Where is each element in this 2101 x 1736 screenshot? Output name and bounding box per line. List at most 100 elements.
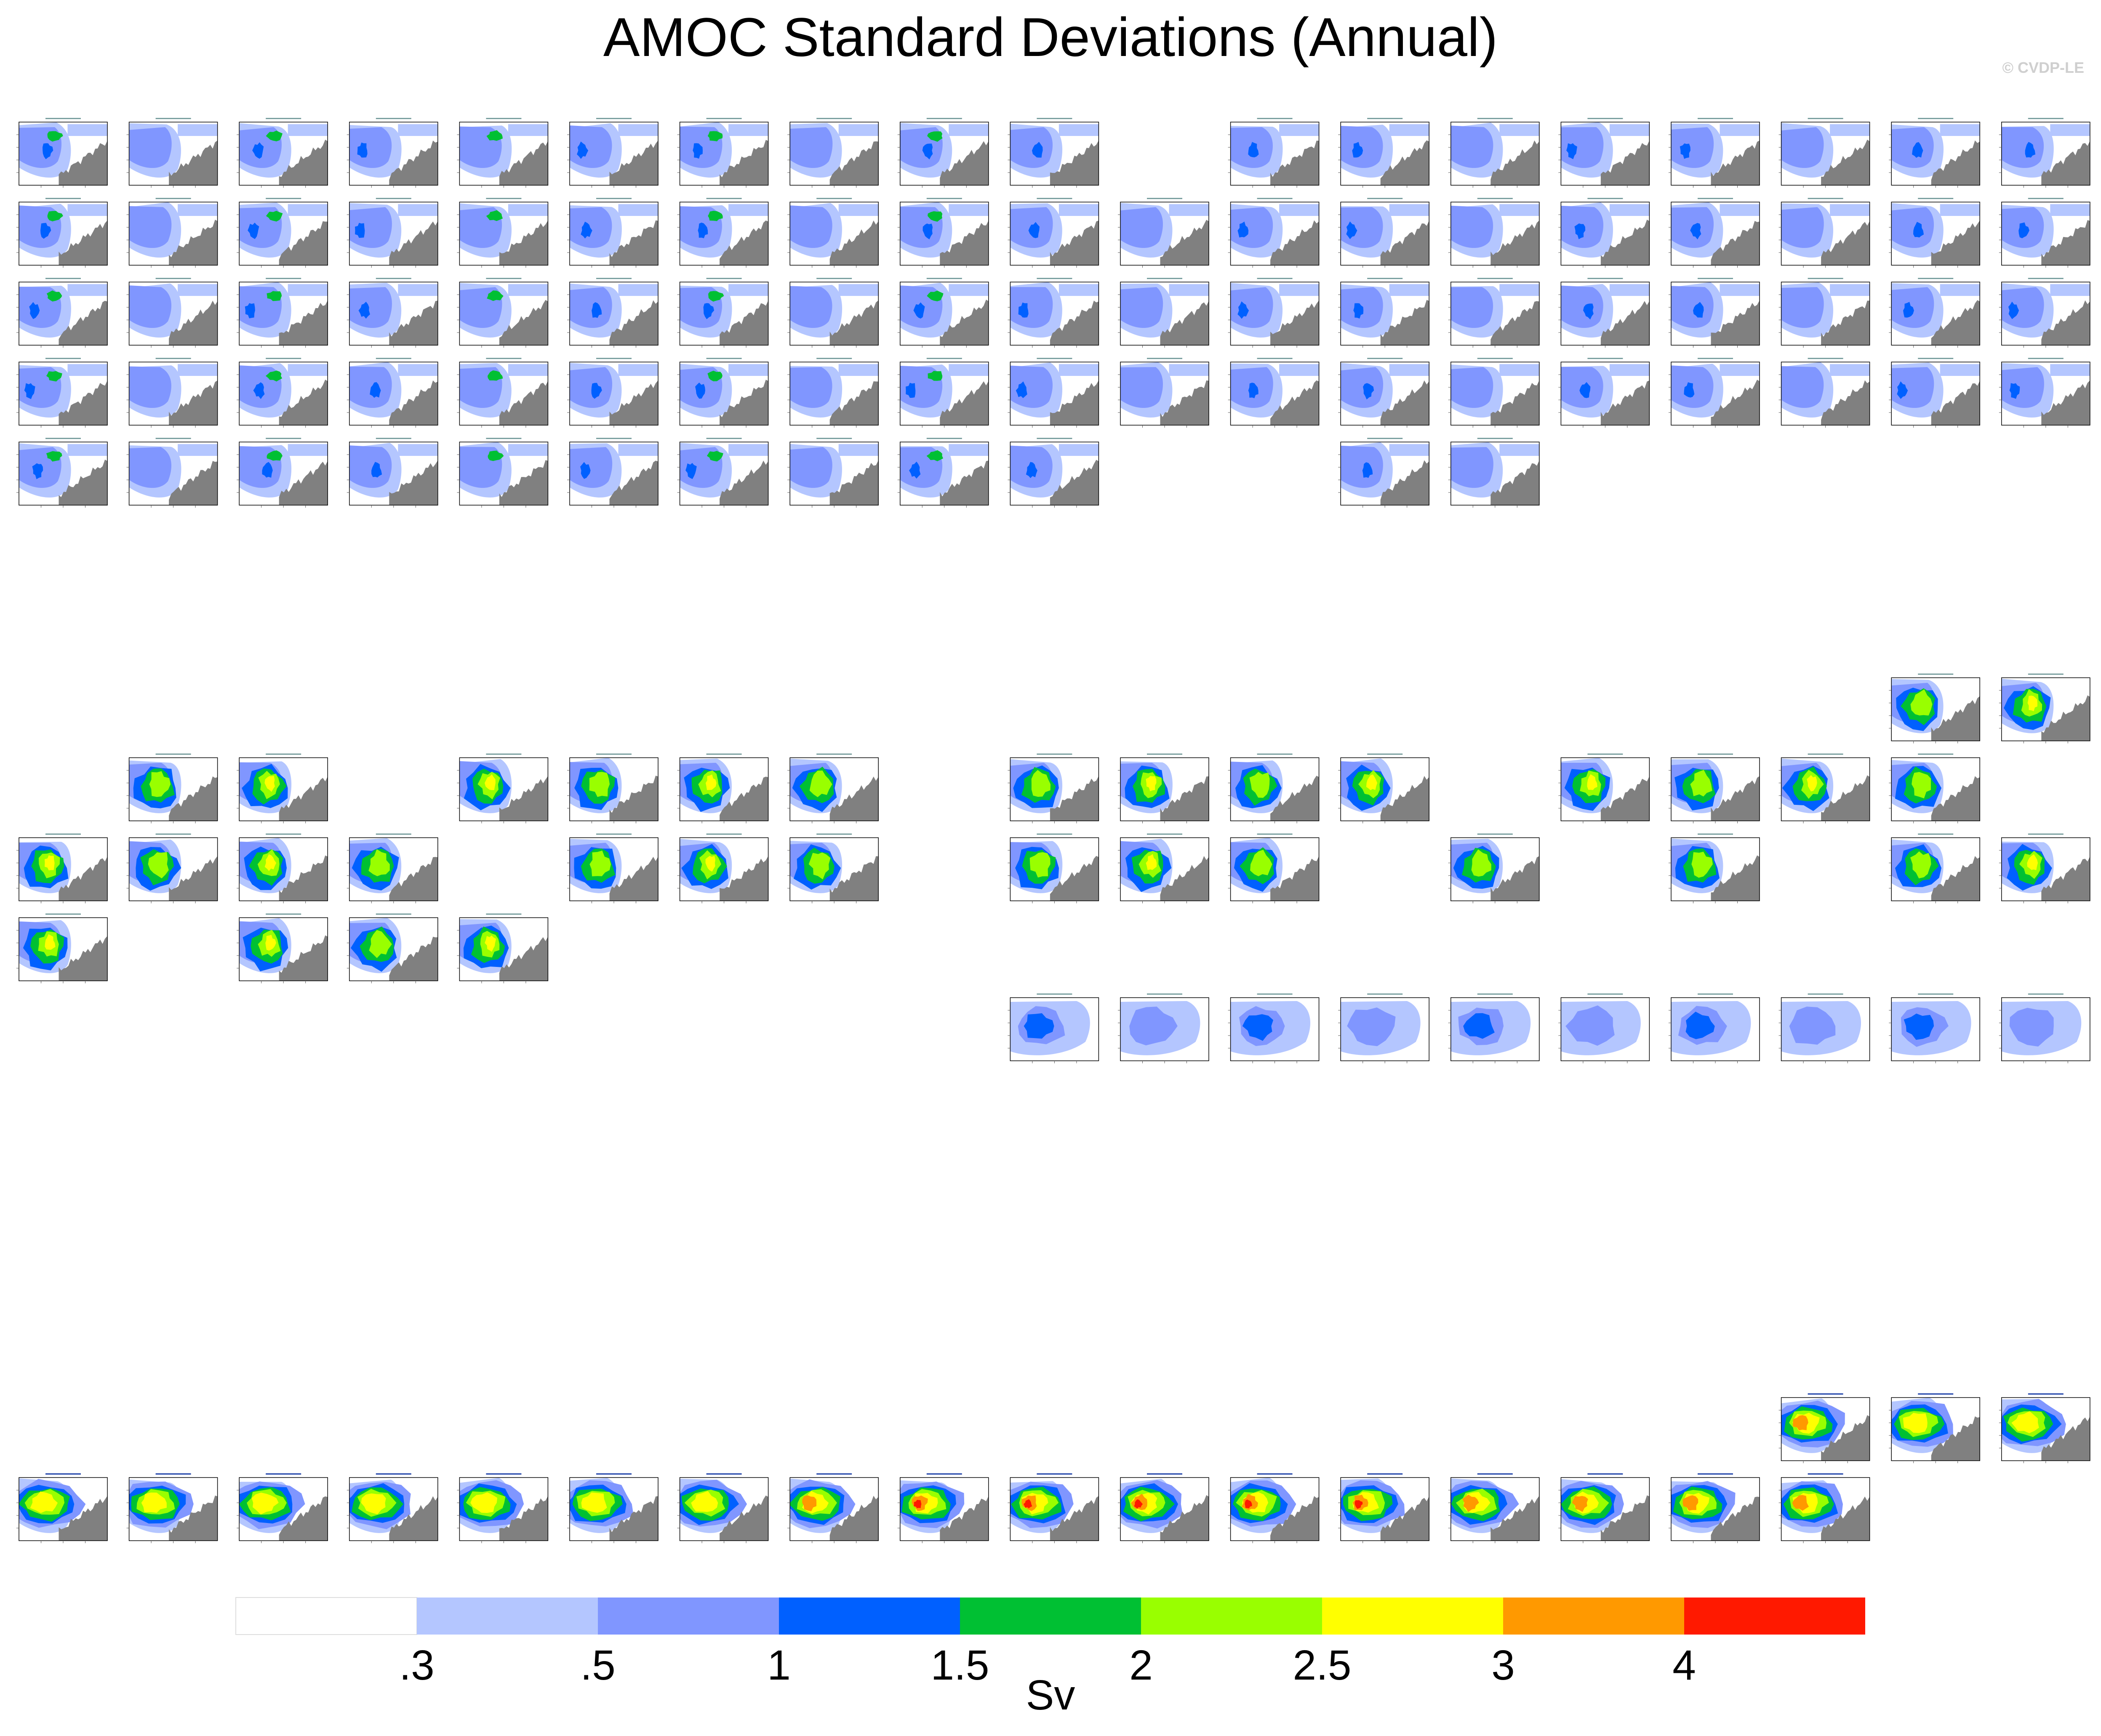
amoc-panel xyxy=(567,754,659,823)
amoc-panel xyxy=(1669,278,1760,348)
amoc-panel xyxy=(1008,278,1099,348)
amoc-panel xyxy=(237,754,328,823)
amoc-panel xyxy=(1558,278,1650,348)
amoc-panel xyxy=(1008,118,1099,188)
amoc-panel xyxy=(1228,993,1320,1063)
amoc-panel xyxy=(787,198,879,268)
amoc-panel xyxy=(1008,833,1099,903)
amoc-panel xyxy=(1889,358,1980,428)
amoc-panel xyxy=(1008,198,1099,268)
amoc-panel xyxy=(1118,833,1209,903)
amoc-panel xyxy=(1448,198,1540,268)
amoc-panel xyxy=(1448,1473,1540,1543)
colorbar-swatch xyxy=(1322,1598,1503,1635)
amoc-panel xyxy=(457,1473,549,1543)
colorbar-swatch xyxy=(1684,1598,1865,1635)
amoc-panel xyxy=(897,118,989,188)
watermark: © CVDP-LE xyxy=(2002,59,2084,76)
amoc-panel xyxy=(1889,198,1980,268)
amoc-panel xyxy=(1448,278,1540,348)
amoc-panel xyxy=(126,754,218,823)
amoc-panel xyxy=(1338,754,1429,823)
amoc-panel xyxy=(457,358,549,428)
amoc-panel xyxy=(457,438,549,508)
amoc-panel xyxy=(126,358,218,428)
amoc-panel xyxy=(1338,118,1429,188)
amoc-panel xyxy=(126,118,218,188)
amoc-panel xyxy=(1669,833,1760,903)
amoc-panel xyxy=(1778,358,1870,428)
colorbar-unit-label: Sv xyxy=(1026,1672,1075,1719)
amoc-panel xyxy=(677,198,769,268)
amoc-panel xyxy=(1889,993,1980,1063)
amoc-panel xyxy=(457,118,549,188)
amoc-panel xyxy=(1558,118,1650,188)
amoc-panel xyxy=(1228,358,1320,428)
amoc-panel xyxy=(1889,754,1980,823)
amoc-panel xyxy=(1118,754,1209,823)
amoc-panel xyxy=(677,833,769,903)
amoc-panel xyxy=(1338,278,1429,348)
amoc-panel xyxy=(1008,358,1099,428)
amoc-panel xyxy=(126,438,218,508)
amoc-panel xyxy=(1558,198,1650,268)
amoc-panel xyxy=(1669,358,1760,428)
amoc-panel xyxy=(567,198,659,268)
amoc-panel xyxy=(1999,198,2090,268)
amoc-panel xyxy=(1448,118,1540,188)
amoc-panel xyxy=(897,278,989,348)
amoc-panel xyxy=(787,358,879,428)
amoc-panel xyxy=(347,438,438,508)
amoc-panel xyxy=(1228,118,1320,188)
amoc-panel xyxy=(677,438,769,508)
amoc-panel xyxy=(237,358,328,428)
amoc-panel xyxy=(1338,1473,1429,1543)
amoc-panel xyxy=(677,754,769,823)
amoc-panel xyxy=(1889,1393,1980,1463)
amoc-panel xyxy=(677,278,769,348)
amoc-panel xyxy=(237,833,328,903)
amoc-panel xyxy=(787,833,879,903)
amoc-panel xyxy=(126,833,218,903)
amoc-panel xyxy=(237,278,328,348)
amoc-panel xyxy=(237,913,328,983)
amoc-panel xyxy=(1448,833,1540,903)
amoc-panel xyxy=(567,358,659,428)
colorbar-swatch xyxy=(1141,1598,1322,1635)
amoc-panel xyxy=(1118,198,1209,268)
colorbar-swatch xyxy=(779,1598,960,1635)
amoc-panel xyxy=(1999,993,2090,1063)
amoc-panel xyxy=(1558,1473,1650,1543)
amoc-panel xyxy=(1999,278,2090,348)
amoc-panel xyxy=(1889,278,1980,348)
amoc-panel xyxy=(1228,833,1320,903)
amoc-panel xyxy=(1669,1473,1760,1543)
amoc-panel xyxy=(1118,358,1209,428)
amoc-panel xyxy=(347,278,438,348)
amoc-panel xyxy=(16,118,108,188)
amoc-panel xyxy=(1558,754,1650,823)
amoc-panel xyxy=(1889,674,1980,743)
amoc-panel xyxy=(457,198,549,268)
amoc-panel xyxy=(1008,754,1099,823)
amoc-panel xyxy=(787,1473,879,1543)
amoc-panel xyxy=(897,358,989,428)
amoc-panel xyxy=(1778,754,1870,823)
amoc-panel xyxy=(1338,993,1429,1063)
amoc-panel xyxy=(1228,278,1320,348)
amoc-panel xyxy=(1448,438,1540,508)
amoc-panel xyxy=(237,1473,328,1543)
amoc-panel xyxy=(1889,833,1980,903)
amoc-panel xyxy=(126,278,218,348)
amoc-panel xyxy=(567,833,659,903)
colorbar-swatch xyxy=(235,1597,417,1635)
amoc-panel xyxy=(897,198,989,268)
amoc-panel xyxy=(1999,118,2090,188)
amoc-panel xyxy=(1778,198,1870,268)
amoc-panel xyxy=(1778,1473,1870,1543)
amoc-panel xyxy=(1778,1393,1870,1463)
amoc-panel xyxy=(1778,118,1870,188)
amoc-panel xyxy=(1999,833,2090,903)
amoc-panel xyxy=(1008,438,1099,508)
amoc-panel xyxy=(677,118,769,188)
